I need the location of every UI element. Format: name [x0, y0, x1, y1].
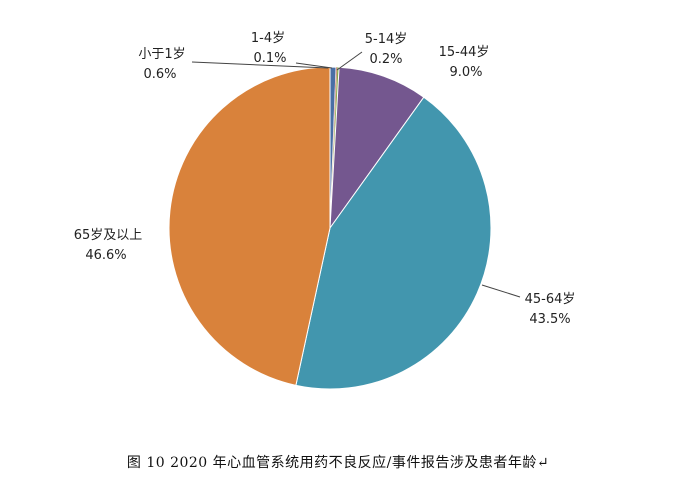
- slice-name-label-2: 1-4岁: [251, 31, 285, 46]
- leader-line-5: [481, 284, 521, 298]
- leader-line-2: [295, 62, 333, 69]
- slice-name-label-4: 15-44岁: [439, 45, 490, 60]
- slice-percent-label-5: 43.5%: [529, 312, 570, 327]
- slice-percent-label-1: 0.6%: [143, 67, 176, 82]
- slice-percent-label-3: 0.2%: [369, 52, 402, 67]
- slice-percent-label-6: 46.6%: [85, 248, 126, 263]
- slice-name-label-5: 45-64岁: [525, 292, 576, 307]
- pie-slice-6: [168, 66, 331, 386]
- leader-line-3: [336, 51, 363, 71]
- slice-percent-label-4: 9.0%: [449, 65, 482, 80]
- pie-chart: 小于1岁 0.6% 1-4岁 0.1% 5-14岁 0.2% 15-44岁 9.0% 45-64…: [74, 31, 576, 390]
- slice-percent-label-2: 0.1%: [253, 51, 286, 66]
- slice-name-label-6: 65岁及以上: [74, 228, 143, 243]
- leader-line-1: [191, 61, 329, 69]
- slice-name-label-1: 小于1岁: [138, 47, 185, 62]
- slice-name-label-3: 5-14岁: [365, 32, 408, 47]
- pie-slice-5: [295, 96, 492, 390]
- figure-caption: 图 10 2020 年心血管系统用药不良反应/事件报告涉及患者年龄↵: [126, 455, 550, 471]
- pie-chart-svg: 小于1岁 0.6% 1-4岁 0.1% 5-14岁 0.2% 15-44岁 9.0% 45-64…: [74, 31, 576, 390]
